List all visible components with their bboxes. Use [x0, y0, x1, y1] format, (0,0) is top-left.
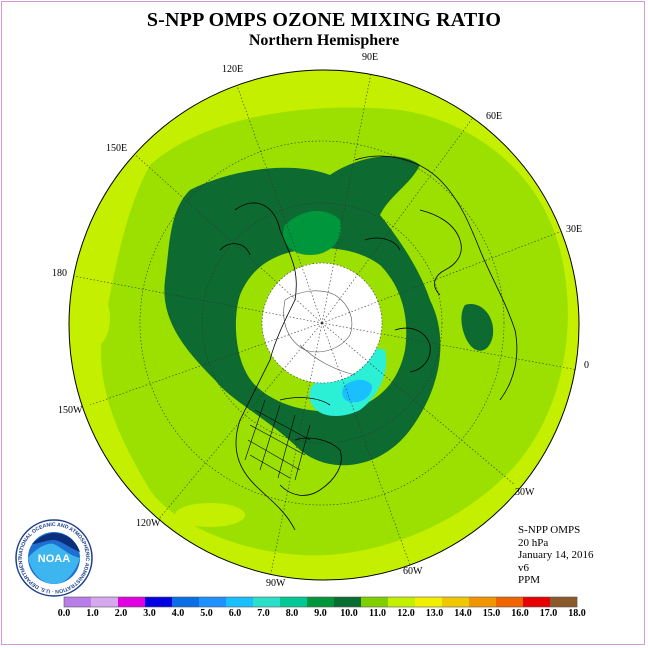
lon-label-60e: 60E	[486, 111, 503, 122]
map-title: S-NPP OMPS OZONE MIXING RATIO	[146, 9, 502, 31]
colorbar-bin-12	[388, 597, 416, 607]
polar-coastlines	[283, 290, 356, 376]
colorbar-bin-11	[361, 597, 389, 607]
lon-label-0: 0	[584, 360, 589, 371]
colorbar-bin-15	[469, 597, 497, 607]
ozone-field-12ppm-patch-1	[74, 288, 110, 348]
colorbar-bin-7	[253, 597, 281, 607]
units-label: PPM	[518, 574, 541, 586]
lon-label-120w: 120W	[136, 518, 161, 529]
colorbar-bin-4	[172, 597, 200, 607]
colorbar-bin-1	[91, 597, 119, 607]
colorbar-tick-label: 1.0	[86, 608, 99, 619]
colorbar-tick-label: 6.0	[228, 608, 242, 619]
colorbar-bin-10	[334, 597, 362, 607]
colorbar-bin-18	[550, 597, 578, 607]
us-state-grid	[244, 399, 311, 481]
map-boundary	[68, 69, 580, 581]
colorbar-bin-14	[442, 597, 470, 607]
lon-label-90e: 90E	[362, 52, 379, 63]
noaa-logo-text: NOAA	[38, 553, 70, 565]
map-subtitle: Northern Hemisphere	[248, 32, 400, 49]
colorbar-tick-label: 14.0	[454, 608, 472, 619]
colorbar-bin-16	[496, 597, 524, 607]
colorbar-bin-5	[199, 597, 227, 607]
colorbar-tick-label: 15.0	[482, 608, 501, 619]
lon-label-120e: 120E	[222, 64, 244, 75]
lon-label-30w: 30W	[515, 487, 535, 498]
colorbar-tick-label: 11.0	[369, 608, 386, 619]
colorbar-bin-9	[307, 597, 335, 607]
lon-label-180: 180	[52, 268, 67, 279]
colorbar-tick-label: 16.0	[511, 608, 529, 619]
ozone-field-12ppm-patch-2	[175, 503, 245, 527]
polar-ozone-map	[68, 69, 580, 581]
ozone-field-10ppm-east	[461, 304, 494, 351]
graticule	[69, 70, 579, 579]
colorbar-bin-0	[64, 597, 92, 607]
ozone-field-8ppm	[309, 348, 387, 416]
colorbar-bin-3	[145, 597, 173, 607]
colorbar-tick-label: 13.0	[425, 608, 444, 619]
colorbar-bin-6	[226, 597, 254, 607]
lon-label-30e: 30E	[566, 224, 583, 235]
instrument-label: S-NPP OMPS	[518, 524, 581, 536]
lon-label-90w: 90W	[266, 578, 286, 589]
colorbar-tick-label: 12.0	[397, 608, 415, 619]
colorbar-tick-label: 7.0	[257, 608, 270, 619]
pressure-level-label: 20 hPa	[518, 536, 549, 549]
metadata-block: S-NPP OMPS 20 hPa January 14, 2016 v6 PP…	[518, 524, 593, 587]
colorbar-bin-17	[523, 597, 551, 607]
colorbar-tick-label: 2.0	[114, 608, 128, 619]
date-label: January 14, 2016	[518, 549, 594, 561]
ozone-field-9ppm	[282, 210, 341, 255]
colorbar-tick-label: 5.0	[200, 608, 213, 619]
colorbar-tick-label: 10.0	[340, 608, 358, 619]
lon-label-150w: 150W	[58, 405, 83, 416]
colorbar-tick-label: 3.0	[143, 608, 156, 619]
noaa-logo: NATIONAL OCEANIC AND ATMOSPHERIC ADMINIS…	[14, 518, 93, 597]
colorbar-tick-label: 4.0	[171, 608, 185, 619]
ozone-field-7ppm	[342, 379, 372, 403]
colorbar-tick-label: 17.0	[539, 608, 558, 619]
colorbar-tick-label: 9.0	[314, 608, 327, 619]
coastlines	[219, 155, 518, 531]
lon-label-150e: 150E	[106, 143, 128, 154]
colorbar-tick-label: 0.0	[57, 608, 71, 619]
colorbar-tick-label: 8.0	[285, 608, 299, 619]
colorbar-bin-8	[280, 597, 308, 607]
colorbar-bin-13	[415, 597, 443, 607]
version-label: v6	[518, 561, 529, 574]
colorbar-bin-2	[118, 597, 146, 607]
lon-label-60w: 60W	[403, 566, 423, 577]
colorbar-tick-label: 18.0	[568, 608, 586, 619]
